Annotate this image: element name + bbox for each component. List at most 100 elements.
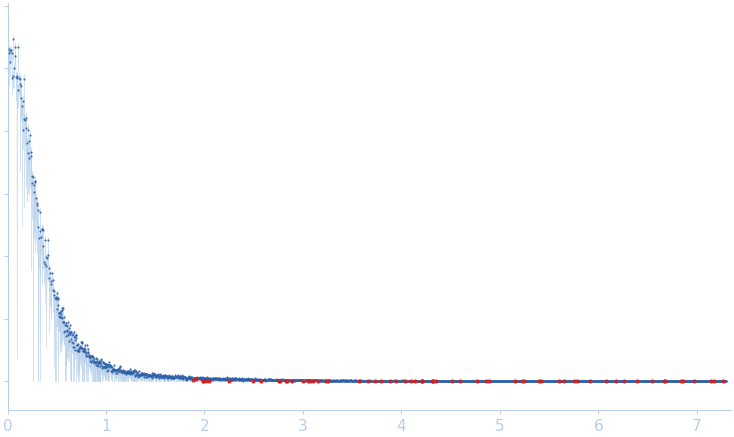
Point [448,378,459,385]
Point [473,378,485,385]
Point [455,378,467,385]
Point [635,378,647,385]
Point [579,378,591,385]
Point [255,376,266,383]
Point [378,377,390,384]
Point [320,378,332,385]
Point [608,378,619,385]
Point [576,378,588,385]
Point [548,378,560,385]
Point [468,378,480,385]
Point [358,377,370,384]
Point [567,378,578,385]
Point [413,377,424,384]
Point [482,378,494,385]
Point [482,378,494,385]
Point [604,378,616,385]
Point [311,377,323,384]
Point [486,378,498,385]
Point [493,378,505,385]
Point [624,378,636,385]
Point [685,378,697,385]
Point [155,372,167,379]
Point [596,378,608,385]
Point [128,368,140,375]
Point [172,374,184,381]
Point [474,378,486,385]
Point [286,377,297,384]
Point [72,340,84,347]
Point [712,378,724,385]
Point [107,367,119,374]
Point [540,378,552,385]
Point [50,294,62,301]
Point [256,377,268,384]
Point [346,377,357,384]
Point [279,377,291,384]
Point [442,378,454,385]
Point [337,377,349,384]
Point [640,378,652,385]
Point [672,378,684,385]
Point [589,378,601,385]
Point [294,377,306,384]
Point [500,378,512,385]
Point [509,378,521,385]
Point [579,378,591,385]
Point [150,373,161,380]
Point [642,378,653,385]
Point [305,377,316,384]
Point [266,376,277,383]
Point [555,378,567,385]
Point [665,378,677,385]
Point [434,377,446,384]
Point [607,378,619,385]
Point [276,377,288,384]
Point [87,354,99,361]
Point [560,378,572,385]
Point [189,374,201,381]
Point [471,378,483,385]
Point [388,377,400,384]
Point [207,375,219,382]
Point [261,376,273,383]
Point [277,376,289,383]
Point [238,376,250,383]
Point [675,378,686,385]
Point [661,378,672,385]
Point [475,378,487,385]
Point [702,378,713,385]
Point [73,345,84,352]
Point [288,376,300,383]
Point [699,378,711,385]
Point [146,370,158,377]
Point [395,377,407,384]
Point [110,369,122,376]
Point [557,378,569,385]
Point [377,377,388,384]
Point [680,378,692,385]
Point [406,377,418,384]
Point [721,378,733,385]
Point [297,376,308,383]
Point [222,376,234,383]
Point [461,378,473,385]
Point [634,378,646,385]
Point [190,376,202,383]
Point [698,378,710,385]
Point [346,377,357,384]
Point [126,369,137,376]
Point [705,378,716,385]
Point [112,366,123,373]
Point [573,378,585,385]
Point [148,370,160,377]
Point [15,83,26,90]
Point [142,373,154,380]
Point [193,375,205,382]
Point [271,377,283,384]
Point [388,377,400,384]
Point [332,377,344,384]
Point [316,377,328,384]
Point [25,153,37,160]
Point [276,377,288,384]
